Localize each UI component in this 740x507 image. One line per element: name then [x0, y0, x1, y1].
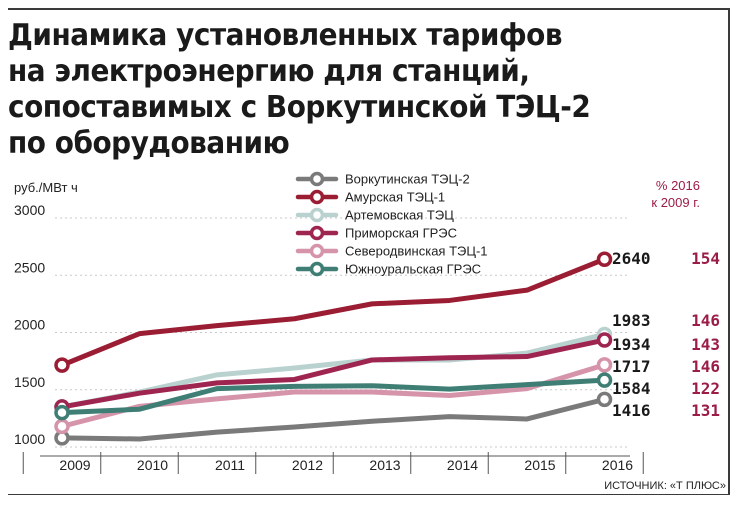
legend-label: Северодвинская ТЭЦ-1: [345, 244, 488, 259]
end-value-label: 2640: [612, 249, 651, 268]
series-line: [59, 337, 607, 410]
y-tick-label: 1000: [14, 431, 45, 447]
series-endpoint-marker: [54, 404, 70, 421]
series-endpoint-marker: [54, 418, 70, 435]
legend-swatch-marker: [309, 171, 325, 187]
legend-label: Амурская ТЭЦ-1: [345, 190, 445, 205]
pct-value-label: 131: [691, 401, 720, 420]
series-line: [59, 377, 607, 416]
series-endpoint-marker: [596, 251, 613, 267]
pct-header-line-1: % 2016: [656, 178, 700, 193]
x-tick-label: 2016: [602, 457, 633, 473]
legend-swatch-marker: [309, 189, 325, 205]
x-tick-label: 2012: [292, 457, 323, 473]
x-tick-label: 2015: [524, 457, 555, 473]
pct-value-label: 146: [691, 311, 720, 330]
legend-label: Артемовская ТЭЦ: [345, 208, 454, 223]
legend-swatch-marker: [309, 207, 325, 223]
chart-title: Динамика установленных тарифов на электр…: [8, 18, 640, 162]
pct-value-label: 122: [691, 379, 720, 398]
legend-label: Южноуральская ГРЭС: [345, 262, 481, 277]
end-value-label: 1934: [612, 335, 651, 354]
series-endpoint-marker: [596, 332, 613, 348]
y-tick-label: 1500: [14, 374, 45, 390]
title-line-2: на электроэнергию для станций,: [8, 54, 530, 89]
pct-header-line-2: к 2009 г.: [651, 195, 700, 210]
series-endpoint-marker: [596, 391, 613, 408]
series-endpoint-marker: [596, 357, 613, 373]
legend-label: Воркутинская ТЭЦ-2: [345, 172, 470, 187]
x-tick-label: 2011: [215, 457, 245, 473]
x-tick-label: 2014: [447, 457, 478, 473]
end-value-label: 1717: [612, 357, 651, 376]
source-note: ИСТОЧНИК: «Т ПЛЮС»: [604, 480, 726, 492]
title-line-4: по оборудованию: [8, 126, 290, 161]
series-line: [59, 396, 607, 442]
legend-swatch-marker: [309, 243, 325, 259]
title-line-1: Динамика установленных тарифов: [8, 18, 563, 53]
x-tick-label: 2010: [137, 457, 168, 473]
y-tick-label: 2000: [14, 317, 45, 333]
series-endpoint-marker: [54, 357, 70, 373]
pct-value-label: 146: [691, 357, 720, 376]
pct-value-label: 143: [691, 335, 720, 354]
end-value-label: 1416: [612, 401, 651, 420]
end-value-label: 1983: [612, 311, 651, 330]
y-tick-label: 3000: [14, 202, 45, 218]
legend-label: Приморская ГРЭС: [345, 226, 457, 241]
y-tick-label: 2500: [14, 259, 45, 275]
series-endpoint-marker: [596, 372, 613, 388]
end-value-label: 1584: [612, 379, 651, 398]
legend-swatch-marker: [309, 261, 325, 277]
y-axis-unit-label: руб./MВт ч: [14, 180, 78, 195]
chart-frame: [8, 8, 730, 495]
x-tick-label: 2009: [59, 457, 90, 473]
series-line: [59, 256, 607, 368]
pct-value-label: 154: [691, 249, 720, 268]
x-tick-label: 2013: [369, 457, 400, 473]
legend-swatch-marker: [309, 225, 325, 241]
title-line-3: сопоставимых с Воркутинской ТЭЦ-2: [8, 90, 591, 125]
